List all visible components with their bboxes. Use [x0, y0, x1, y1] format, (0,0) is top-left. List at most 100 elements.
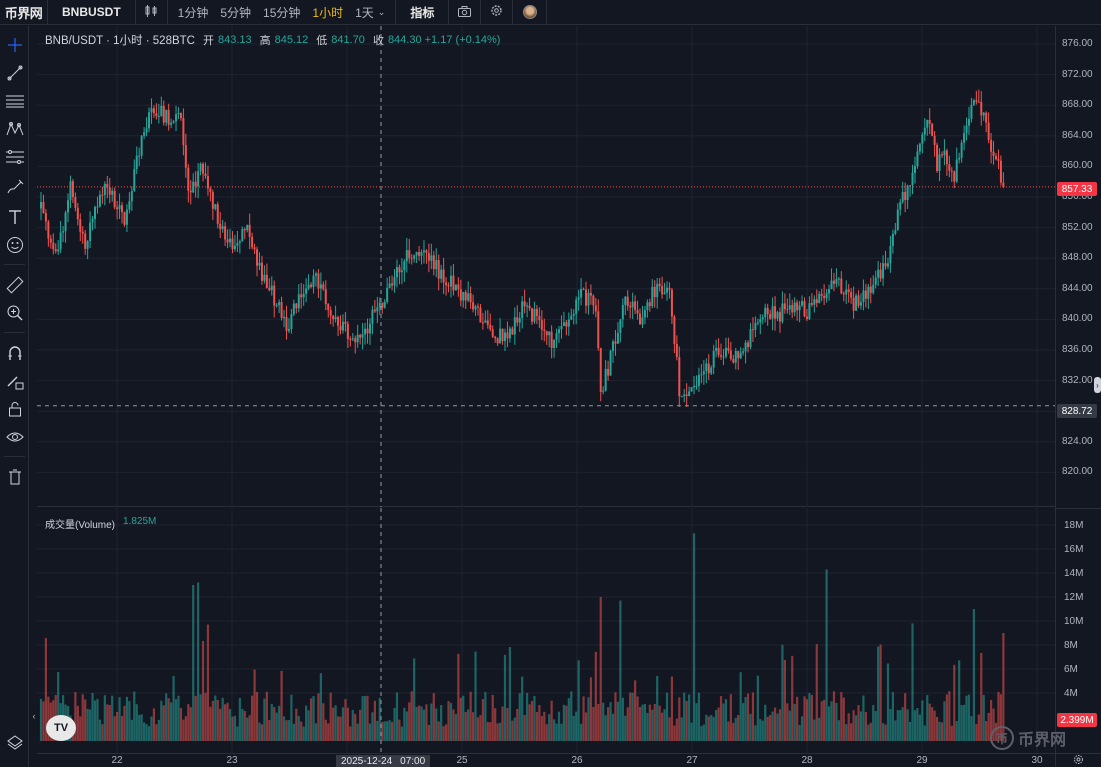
- crosshair-price-tag: 828.72: [1057, 404, 1097, 418]
- volume-bar: [913, 710, 917, 741]
- volume-bar: [204, 692, 207, 741]
- zoom-tool[interactable]: [0, 302, 29, 326]
- volume-bar: [96, 698, 99, 741]
- candle-body: [886, 263, 889, 267]
- candle-body: [678, 357, 681, 397]
- volume-bar: [474, 651, 477, 741]
- volume-bar: [710, 715, 713, 741]
- tradingview-logo[interactable]: TV: [46, 715, 76, 741]
- hide-drawings-tool[interactable]: [0, 426, 29, 450]
- candle-body: [575, 299, 578, 314]
- candle-body: [913, 166, 916, 173]
- interval-1m[interactable]: 1分钟: [177, 5, 209, 20]
- price-axis[interactable]: 876.00 872.00 868.00 864.00 860.00 856.00 852.…: [1055, 26, 1101, 508]
- settings-button[interactable]: [481, 0, 514, 25]
- candle-body: [474, 306, 477, 310]
- magnet-tool[interactable]: [0, 342, 29, 366]
- candle-body: [381, 302, 384, 308]
- candle-body: [125, 209, 128, 225]
- candle-body: [386, 287, 389, 302]
- volume-bar: [845, 724, 848, 741]
- price-pane[interactable]: [37, 26, 1055, 507]
- volume-bar: [251, 695, 254, 741]
- candle-body: [859, 302, 862, 306]
- text-tool[interactable]: [0, 206, 29, 230]
- brush-tool[interactable]: [0, 176, 29, 200]
- candle-body: [548, 331, 551, 336]
- candle-body: [788, 305, 791, 310]
- candle-body: [761, 317, 764, 320]
- candle-body: [283, 317, 286, 319]
- volume-bar: [197, 582, 200, 741]
- volume-bar: [501, 706, 504, 741]
- volume-bar: [808, 693, 811, 741]
- compare-symbol-button[interactable]: [136, 0, 168, 25]
- chart-area[interactable]: [37, 26, 1055, 753]
- candle-body: [850, 291, 853, 298]
- volume-legend-label: 成交量(Volume): [45, 520, 116, 531]
- volume-bar: [886, 663, 890, 741]
- price-axis-tick: 840.00: [1062, 313, 1093, 325]
- symbol-selector[interactable]: BNBUSDT: [48, 0, 136, 25]
- volume-bar: [425, 704, 428, 741]
- candle-body: [891, 233, 894, 247]
- volume-bar: [587, 697, 590, 741]
- candle-body: [292, 303, 295, 315]
- interval-1d-dropdown[interactable]: 1天 ⌄: [349, 0, 391, 25]
- remove-drawings-tool[interactable]: [0, 466, 29, 490]
- volume-bar: [862, 695, 865, 741]
- chart-settings-corner[interactable]: [1055, 753, 1101, 767]
- candle-body: [300, 294, 303, 298]
- candle-body: [808, 303, 811, 320]
- horizontal-lines-tool[interactable]: [0, 90, 29, 114]
- interval-15m[interactable]: 15分钟: [263, 5, 301, 20]
- volume-bar: [165, 693, 168, 741]
- candle-body: [329, 310, 332, 316]
- volume-bar: [118, 697, 121, 741]
- volume-bar: [766, 716, 769, 741]
- candle-body: [555, 333, 558, 340]
- candle-body: [86, 241, 89, 249]
- volume-bar: [614, 692, 617, 741]
- fib-tool[interactable]: [0, 146, 29, 170]
- candle-body: [260, 262, 263, 281]
- candle-body: [975, 100, 978, 102]
- volume-bar: [327, 723, 330, 741]
- trendline-tool[interactable]: [0, 62, 29, 86]
- candle-body: [985, 112, 988, 123]
- time-axis-tick: 28: [801, 755, 813, 766]
- emoji-tool[interactable]: [0, 234, 29, 258]
- account-button[interactable]: [513, 0, 548, 25]
- lock-drawings-tool[interactable]: [0, 398, 29, 422]
- candle-body: [197, 171, 200, 187]
- volume-bar: [42, 701, 45, 741]
- candle-body: [634, 301, 637, 311]
- brand-logo[interactable]: 币界网: [0, 0, 48, 25]
- candle-body: [449, 275, 452, 287]
- screenshot-button[interactable]: [449, 0, 482, 25]
- crosshair-tool[interactable]: [0, 34, 29, 58]
- volume-bar: [928, 703, 931, 741]
- scroll-right-handle[interactable]: ›: [1094, 377, 1101, 393]
- pattern-tool[interactable]: [0, 118, 29, 142]
- candle-body: [911, 172, 914, 186]
- volume-pane[interactable]: [37, 508, 1055, 753]
- interval-5m[interactable]: 5分钟: [220, 5, 252, 20]
- indicators-button[interactable]: 指标: [396, 0, 450, 25]
- time-axis[interactable]: 22 23 25 26 27 28 29 30: [37, 753, 1055, 767]
- volume-bar: [837, 720, 840, 741]
- candle-body: [739, 352, 742, 359]
- stay-in-drawing-mode-tool[interactable]: [0, 370, 29, 394]
- candle-body: [111, 190, 114, 195]
- candle-body: [204, 173, 207, 177]
- price-axis-tick: 844.00: [1062, 282, 1093, 294]
- candle-body: [732, 359, 735, 363]
- ruler-tool[interactable]: [0, 274, 29, 298]
- candle-body: [658, 283, 661, 286]
- collapse-toolbar-button[interactable]: ‹: [30, 708, 38, 724]
- volume-axis[interactable]: 18M 16M 14M 12M 10M 8M 6M 4M: [1055, 508, 1101, 753]
- volume-bar: [958, 660, 961, 741]
- object-tree-tool[interactable]: [0, 731, 29, 755]
- candle-body: [49, 238, 52, 243]
- interval-1h[interactable]: 1小时: [312, 5, 344, 20]
